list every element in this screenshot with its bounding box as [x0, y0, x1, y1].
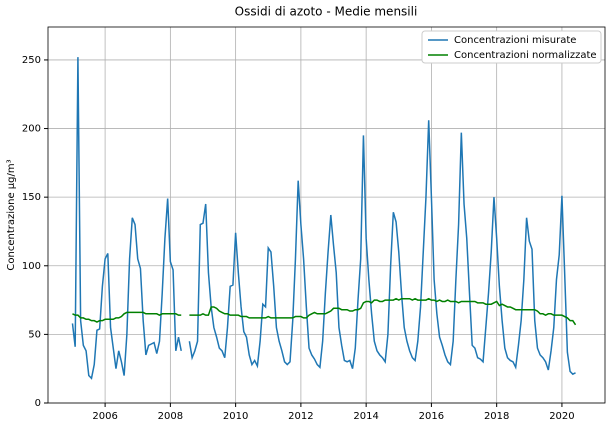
y-tick-label: 250: [22, 55, 41, 66]
y-tick-label: 100: [22, 261, 41, 272]
y-axis-label: Concentrazione µg/m³: [6, 159, 17, 270]
y-tick-label: 0: [35, 398, 41, 409]
x-tick-label: 2016: [419, 411, 444, 422]
x-tick-label: 2006: [92, 411, 117, 422]
x-tick-label: 2020: [549, 411, 574, 422]
x-tick-label: 2018: [484, 411, 509, 422]
legend-label: Concentrazioni misurate: [454, 35, 576, 46]
x-tick-label: 2012: [288, 411, 313, 422]
data-line: [72, 297, 577, 326]
y-tick-label: 200: [22, 124, 41, 135]
y-tick-label: 150: [22, 192, 41, 203]
chart-title: Ossidi di azoto - Medie mensili: [235, 5, 418, 19]
legend-box: [421, 30, 602, 64]
x-tick-label: 2008: [158, 411, 183, 422]
x-tick-label: 2014: [353, 411, 378, 422]
y-tick-label: 50: [28, 329, 41, 340]
plot-frame: [47, 26, 606, 404]
x-tick-label: 2010: [223, 411, 248, 422]
legend-label: Concentrazioni normalizzate: [454, 50, 597, 61]
data-line: [71, 57, 576, 380]
